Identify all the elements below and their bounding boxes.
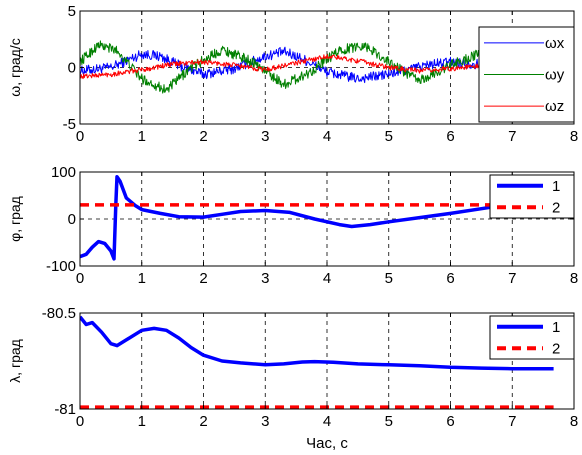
legend: 12 — [489, 315, 575, 360]
y-tick-label: -81 — [54, 401, 76, 418]
x-tick-label: 7 — [508, 128, 516, 145]
legend: ωx ωy ωz — [478, 26, 575, 123]
x-tick-label: 3 — [261, 413, 269, 430]
legend-label: ωy — [545, 67, 565, 84]
x-tick-label: 4 — [323, 413, 331, 430]
legend-label: 1 — [552, 319, 560, 336]
x-tick-label: 5 — [385, 270, 393, 287]
legend-label: ωx — [545, 35, 565, 52]
x-tick-label: 0 — [76, 413, 84, 430]
legend-label: 1 — [552, 178, 560, 195]
y-tick-label: -5 — [63, 116, 76, 133]
y-tick-label: -100 — [46, 258, 76, 275]
y-tick-label: 100 — [51, 164, 76, 181]
x-tick-label: 4 — [323, 128, 331, 145]
legend-box — [489, 315, 575, 360]
series-ωx-line — [80, 46, 488, 84]
grid — [80, 172, 574, 266]
legend-label: 2 — [552, 340, 560, 357]
x-tick-label: 7 — [508, 270, 516, 287]
legend-label: 2 — [552, 199, 560, 216]
x-tick-label: 1 — [138, 128, 146, 145]
legend-label: ωz — [545, 98, 564, 115]
x-tick-label: 6 — [446, 413, 454, 430]
legend: 12 — [489, 174, 575, 219]
x-tick-label: 8 — [570, 413, 578, 430]
x-tick-label: 2 — [199, 128, 207, 145]
y-axis-label: φ, град — [7, 196, 23, 242]
x-tick-label: 6 — [446, 270, 454, 287]
series-ωy-line — [80, 40, 488, 94]
x-tick-label: 0 — [76, 128, 84, 145]
legend-box — [489, 174, 575, 219]
y-axis-label: λ, град — [7, 339, 23, 383]
x-tick-label: 1 — [138, 413, 146, 430]
x-tick-label: 2 — [199, 413, 207, 430]
plot-area — [80, 40, 488, 94]
plot-area — [80, 315, 554, 409]
y-tick-label: 0 — [68, 211, 76, 228]
x-tick-label: 8 — [570, 270, 578, 287]
x-tick-label: 3 — [261, 270, 269, 287]
x-tick-label: 8 — [570, 128, 578, 145]
x-tick-label: 7 — [508, 413, 516, 430]
y-tick-label: 5 — [68, 3, 76, 20]
x-tick-label: 1 — [138, 270, 146, 287]
x-tick-label: 5 — [385, 128, 393, 145]
y-axis-label: ω, град/с — [7, 38, 23, 96]
y-tick-label: -80.5 — [42, 305, 76, 322]
x-tick-label: 5 — [385, 413, 393, 430]
x-tick-label: 0 — [76, 270, 84, 287]
series-1-line — [80, 174, 501, 261]
y-tick-label: 0 — [68, 60, 76, 77]
x-tick-label: 6 — [446, 128, 454, 145]
x-tick-label: 2 — [199, 270, 207, 287]
series-ωz-line — [80, 54, 488, 80]
x-tick-label: 4 — [323, 270, 331, 287]
series-1-line — [80, 315, 554, 371]
x-axis-label: Час, с — [306, 435, 348, 452]
x-tick-label: 3 — [261, 128, 269, 145]
